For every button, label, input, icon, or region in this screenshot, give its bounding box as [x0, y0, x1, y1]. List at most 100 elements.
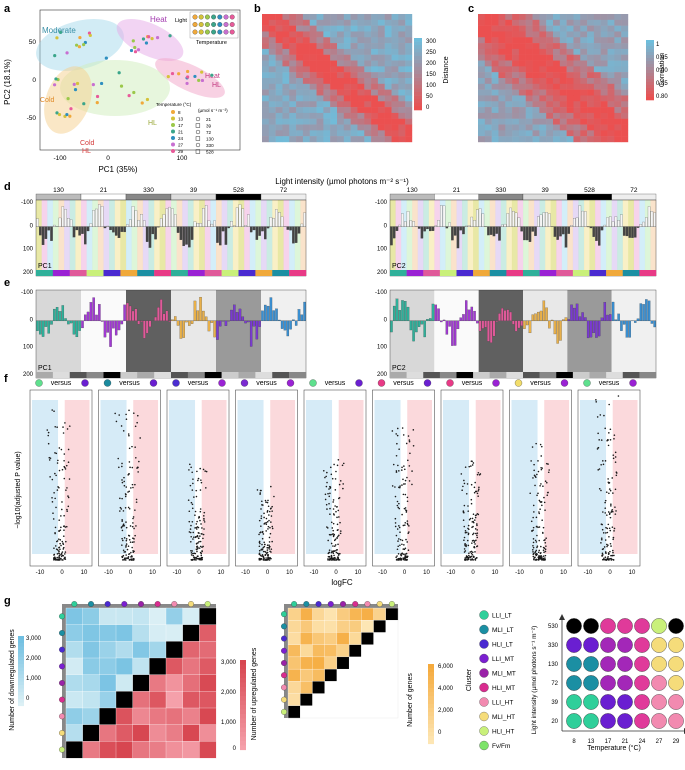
heatmap-cell — [344, 90, 351, 96]
volcano-point — [407, 497, 409, 499]
volcano-point — [332, 559, 334, 561]
matrix-cell — [337, 657, 349, 669]
heatmap-cell — [323, 78, 330, 84]
group-label: 39 — [542, 187, 550, 194]
volcano-point — [541, 519, 543, 521]
heatmap-cell — [276, 31, 283, 37]
bottom-strip — [87, 372, 104, 378]
volcano-point — [545, 480, 547, 482]
group-stripe — [617, 200, 623, 276]
volcano-point — [53, 559, 55, 561]
heatmap-cell — [519, 125, 526, 131]
heatmap-cell — [601, 14, 608, 20]
heatmap-cell — [269, 95, 276, 101]
loading-bar — [123, 227, 125, 232]
heatmap-cell — [317, 125, 324, 131]
inset-dot — [224, 22, 229, 27]
heatmap-cell — [526, 55, 533, 61]
heatmap-cell — [344, 14, 351, 20]
loading-bar — [199, 297, 201, 321]
volcano-point — [468, 545, 470, 547]
cluster-label: MLI_LT — [492, 627, 514, 634]
heatmap-cell — [405, 55, 412, 61]
heatmap-cell — [282, 130, 289, 136]
matrix-cell — [199, 725, 216, 742]
loading-bar — [612, 302, 614, 321]
volcano-point — [196, 528, 198, 530]
loading-bar — [507, 213, 509, 226]
heatmap-cell — [519, 14, 526, 20]
volcano-point — [189, 464, 191, 466]
heatmap-cell — [276, 84, 283, 90]
heatmap-cell — [492, 84, 499, 90]
volcano-point — [123, 549, 125, 551]
pca-point — [147, 35, 150, 38]
pc-label: PC1 — [38, 365, 52, 372]
heatmap-cell — [269, 130, 276, 136]
volcano-point — [612, 538, 614, 540]
volcano-point — [396, 471, 398, 473]
heatmap-cell — [323, 125, 330, 131]
heatmap-cell — [478, 66, 485, 72]
matrix-cell — [374, 645, 386, 657]
loading-bar — [609, 314, 611, 320]
loading-bar — [637, 227, 639, 228]
volcano-point — [268, 520, 270, 522]
volcano-point — [608, 511, 610, 513]
volcano-point — [270, 486, 272, 488]
loading-bar — [273, 218, 275, 226]
inset-dot — [218, 22, 223, 27]
heatmap-cell — [392, 43, 399, 49]
heatmap-cell — [364, 14, 371, 20]
heatmap-cell — [587, 37, 594, 43]
grid-circle — [668, 694, 683, 709]
loading-bar — [174, 214, 176, 226]
group-header — [126, 194, 171, 200]
colorbar-step — [646, 97, 654, 100]
heatmap-cell — [519, 20, 526, 26]
correlation-heatmap: Correlation 1 0.95 0.90 0.85 0.80 — [478, 14, 668, 142]
heatmap-cell — [498, 49, 505, 55]
volcano-point — [474, 543, 476, 545]
matrix-cell — [166, 641, 183, 658]
matrix-cell — [99, 608, 116, 625]
volcano-point — [269, 548, 271, 550]
heatmap-cell — [492, 14, 499, 20]
heatmap-cell — [614, 136, 621, 142]
heatmap-cell — [289, 95, 296, 101]
volcano-point — [478, 488, 480, 490]
pca-point — [92, 83, 95, 86]
volcano-point — [60, 515, 62, 517]
loading-bar — [109, 227, 111, 230]
heatmap-cell — [276, 95, 283, 101]
heatmap-cell — [344, 125, 351, 131]
heatmap-cell — [567, 20, 574, 26]
heatmap-cell — [276, 49, 283, 55]
heatmap-cell — [485, 95, 492, 101]
matrix-cell — [361, 694, 373, 706]
matrix-top-dot — [389, 601, 395, 607]
heatmap-cell — [323, 113, 330, 119]
x-tick-2: 0 — [106, 155, 110, 162]
matrix-cell — [325, 608, 337, 620]
heatmap-cell — [492, 61, 499, 67]
volcano-point — [474, 492, 476, 494]
volcano-point — [55, 545, 57, 547]
volcano-point — [127, 557, 129, 559]
heatmap-cell — [378, 107, 385, 113]
matrix-cell — [83, 658, 100, 675]
volcano-point — [477, 493, 479, 495]
volcano-point — [325, 476, 327, 478]
heatmap-cell — [498, 84, 505, 90]
volcano-point — [63, 535, 65, 537]
matrix-cell — [116, 725, 133, 742]
pca-point — [186, 75, 189, 78]
heatmap-cell — [323, 26, 330, 32]
heatmap-cell — [560, 49, 567, 55]
heatmap-cell — [614, 61, 621, 67]
heatmap-cell — [526, 72, 533, 78]
colorbar-step — [414, 74, 422, 78]
loading-bar — [126, 303, 128, 321]
group-stripe — [53, 200, 59, 276]
heatmap-cell — [614, 26, 621, 32]
